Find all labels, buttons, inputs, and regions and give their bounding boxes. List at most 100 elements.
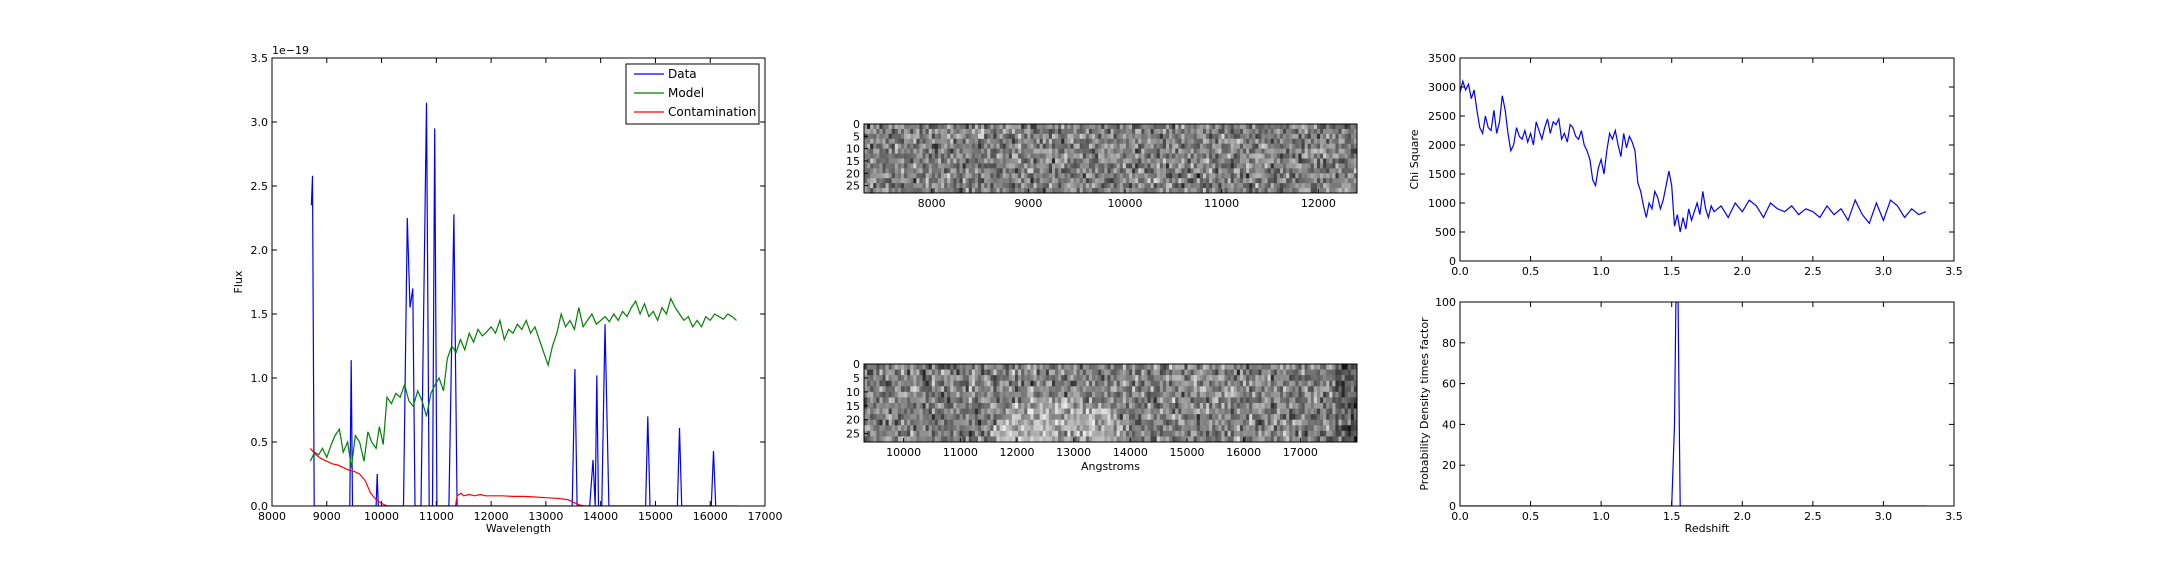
image-2d-top-pixel: [1332, 149, 1335, 154]
image-2d-top-pixel: [1265, 159, 1268, 164]
image-2d-top-pixel: [1169, 144, 1172, 149]
image-2d-bottom-pixel: [889, 420, 892, 426]
image-2d-bottom-pixel: [956, 414, 959, 420]
image-2d-bottom-pixel: [1215, 414, 1218, 420]
image-2d-bottom-pixel: [1274, 386, 1277, 392]
image-2d-bottom-pixel: [1095, 403, 1098, 409]
image-2d-top-pixel: [1317, 139, 1320, 144]
image-2d-top-pixel: [873, 159, 876, 164]
image-2d-top-pixel: [1095, 129, 1098, 134]
image-2d-top-pixel: [1302, 154, 1305, 159]
image-2d-bottom-pixel: [1067, 420, 1070, 426]
image-2d-top-pixel: [1203, 159, 1206, 164]
image-2d-top-pixel: [1305, 163, 1308, 168]
image-2d-bottom-pixel: [1225, 425, 1228, 431]
image-2d-top-pixel: [882, 163, 885, 168]
image-2d-bottom-pixel: [1006, 431, 1009, 437]
image-2d-top-pixel: [1335, 139, 1338, 144]
image-2d-bottom-pixel: [886, 420, 889, 426]
image-2d-bottom-pixel: [978, 431, 981, 437]
image-2d-top-pixel: [1311, 154, 1314, 159]
image-2d-top-pixel: [1308, 134, 1311, 139]
image-2d-top-pixel: [1268, 183, 1271, 188]
image-2d-bottom-pixel: [1175, 386, 1178, 392]
image-2d-top-pixel: [1302, 178, 1305, 183]
image-2d-bottom-pixel: [1052, 381, 1055, 387]
image-2d-top-pixel: [1200, 183, 1203, 188]
image-2d-top-pixel: [1348, 144, 1351, 149]
image-2d-bottom-pixel: [978, 420, 981, 426]
image-2d-bottom-pixel: [947, 386, 950, 392]
image-2d-top-pixel: [950, 178, 953, 183]
image-2d-top-pixel: [1326, 163, 1329, 168]
image-2d-top-pixel: [1144, 139, 1147, 144]
image-2d-bottom-pixel: [919, 392, 922, 398]
image-2d-top-pixel: [1274, 183, 1277, 188]
image-2d-bottom-pixel: [978, 425, 981, 431]
image-2d-bottom-pixel: [1129, 425, 1132, 431]
image-2d-bottom-pixel: [1240, 370, 1243, 376]
image-2d-top-pixel: [1184, 173, 1187, 178]
image-2d-bottom-pixel: [1070, 364, 1073, 370]
image-2d-bottom-pixel: [978, 381, 981, 387]
image-2d-top-ytick-label: 5: [853, 130, 860, 143]
image-2d-bottom-pixel: [1000, 370, 1003, 376]
image-2d-bottom-pixel: [972, 409, 975, 415]
image-2d-bottom-pixel: [1107, 425, 1110, 431]
image-2d-top-pixel: [1021, 134, 1024, 139]
image-2d-top-pixel: [1194, 163, 1197, 168]
image-2d-top-pixel: [996, 124, 999, 129]
image-2d-top-pixel: [1061, 124, 1064, 129]
image-2d-bottom-pixel: [975, 403, 978, 409]
image-2d-bottom-pixel: [1043, 381, 1046, 387]
image-2d-top-pixel: [1261, 124, 1264, 129]
image-2d-top-pixel: [1037, 183, 1040, 188]
image-2d-bottom-pixel: [1209, 370, 1212, 376]
image-2d-bottom-pixel: [1246, 414, 1249, 420]
image-2d-bottom-pixel: [1197, 420, 1200, 426]
image-2d-top-pixel: [1166, 149, 1169, 154]
image-2d-top-pixel: [950, 129, 953, 134]
image-2d-top-pixel: [1203, 163, 1206, 168]
image-2d-bottom-pixel: [1332, 425, 1335, 431]
image-2d-top-pixel: [1292, 163, 1295, 168]
image-2d-top-pixel: [1289, 163, 1292, 168]
image-2d-top-pixel: [1231, 149, 1234, 154]
chi-square-xtick-label: 3.5: [1945, 265, 1963, 278]
image-2d-bottom-pixel: [1215, 386, 1218, 392]
image-2d-top-pixel: [1114, 159, 1117, 164]
image-2d-top-pixel: [938, 163, 941, 168]
image-2d-top-pixel: [1225, 154, 1228, 159]
image-2d-bottom-pixel: [1166, 375, 1169, 381]
image-2d-bottom-pixel: [1231, 375, 1234, 381]
image-2d-bottom-pixel: [1218, 431, 1221, 437]
image-2d-top-pixel: [1123, 168, 1126, 173]
image-2d-top-pixel: [1302, 168, 1305, 173]
image-2d-bottom-pixel: [993, 392, 996, 398]
image-2d-top-pixel: [898, 154, 901, 159]
image-2d-top-pixel: [1191, 144, 1194, 149]
image-2d-top-pixel: [1305, 124, 1308, 129]
image-2d-top-pixel: [1000, 168, 1003, 173]
image-2d-top-pixel: [1314, 178, 1317, 183]
image-2d-bottom-pixel: [1160, 425, 1163, 431]
image-2d-bottom-pixel: [1184, 370, 1187, 376]
image-2d-top-pixel: [1191, 173, 1194, 178]
image-2d-bottom-pixel: [1135, 420, 1138, 426]
image-2d-bottom-pixel: [1120, 414, 1123, 420]
image-2d-bottom-pixel: [1292, 392, 1295, 398]
image-2d-top-pixel: [1141, 149, 1144, 154]
image-2d-bottom-pixel: [993, 375, 996, 381]
image-2d-top-pixel: [935, 129, 938, 134]
image-2d-top-pixel: [910, 159, 913, 164]
image-2d-top-pixel: [1163, 154, 1166, 159]
image-2d-top-pixel: [956, 139, 959, 144]
image-2d-top-pixel: [1003, 144, 1006, 149]
image-2d-bottom-pixel: [975, 397, 978, 403]
image-2d-bottom-pixel: [1342, 409, 1345, 415]
image-2d-top-pixel: [1298, 154, 1301, 159]
image-2d-bottom-pixel: [1123, 403, 1126, 409]
image-2d-top-pixel: [1175, 149, 1178, 154]
image-2d-top-pixel: [901, 129, 904, 134]
image-2d-top-pixel: [1111, 178, 1114, 183]
